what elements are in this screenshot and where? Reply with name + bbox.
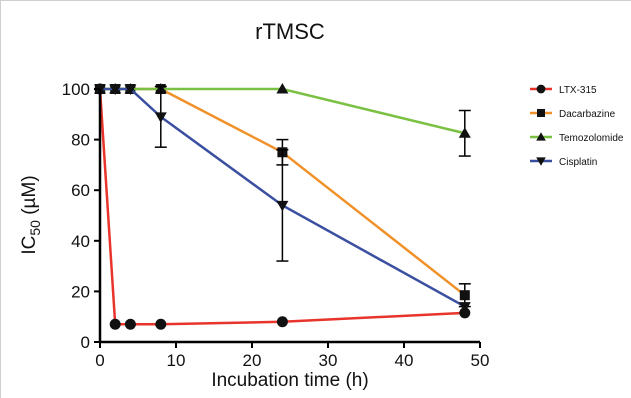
y-tick-label: 60 [71,181,90,200]
data-point-temozolomide [458,127,471,138]
y-tick-label: 100 [62,80,90,99]
x-axis-title: Incubation time (h) [211,370,368,391]
legend-marker-cisplatin [536,157,546,166]
data-point-ltx-315 [459,307,471,319]
data-point-cisplatin [124,84,137,95]
series-cisplatin [94,84,471,313]
legend-label-ltx-315: LTX-315 [559,85,597,96]
data-point-cisplatin [458,302,471,313]
y-tick-label: 0 [81,333,90,352]
series-layer [94,83,471,330]
x-tick-label: 20 [243,351,262,370]
y-tick-label: 40 [71,232,90,251]
x-tick-label: 40 [395,351,414,370]
x-axis-ticks: 0 10 20 30 40 50 [95,342,489,370]
legend-label-dacarbazine: Dacarbazine [559,109,616,120]
legend-label-temozolomide: Temozolomide [559,133,624,144]
series-line-ltx-315 [98,88,465,326]
y-tick-label: 80 [71,131,90,150]
y-axis-title-main: IC [19,236,40,255]
y-axis-ticks: 0 20 40 60 80 100 [62,80,100,352]
data-point-ltx-315 [155,318,167,330]
legend-item-temozolomide: Temozolomide [530,132,624,144]
legend-marker-dacarbazine [537,109,545,117]
data-point-cisplatin [109,84,122,95]
legend-marker-temozolomide [536,132,546,141]
data-point-temozolomide [276,83,289,94]
x-tick-label: 0 [95,351,104,370]
data-point-ltx-315 [276,316,288,328]
x-tick-label: 50 [471,351,490,370]
data-point-ltx-315 [124,318,136,330]
y-axis-title-subscript: 50 [27,220,43,236]
x-tick-label: 10 [167,351,186,370]
data-point-ltx-315 [109,318,121,330]
legend: LTX-315 Dacarbazine Temozolomide Cisplatin [530,84,624,168]
y-axis-title-unit: (µM) [19,175,40,220]
data-point-cisplatin [154,112,167,123]
y-tick-label: 20 [71,282,90,301]
legend-item-ltx-315: LTX-315 [530,84,597,96]
y-axis-title: IC50 (µM) [19,175,43,254]
data-point-dacarbazine [459,290,470,301]
legend-item-cisplatin: Cisplatin [530,157,597,168]
series-temozolomide [94,83,471,157]
legend-item-dacarbazine: Dacarbazine [530,109,616,120]
data-point-cisplatin [276,200,289,212]
x-tick-label: 30 [319,351,338,370]
chart-title: rTMSC [255,19,325,44]
legend-marker-ltx-315 [536,84,546,94]
legend-label-cisplatin: Cisplatin [559,157,597,168]
